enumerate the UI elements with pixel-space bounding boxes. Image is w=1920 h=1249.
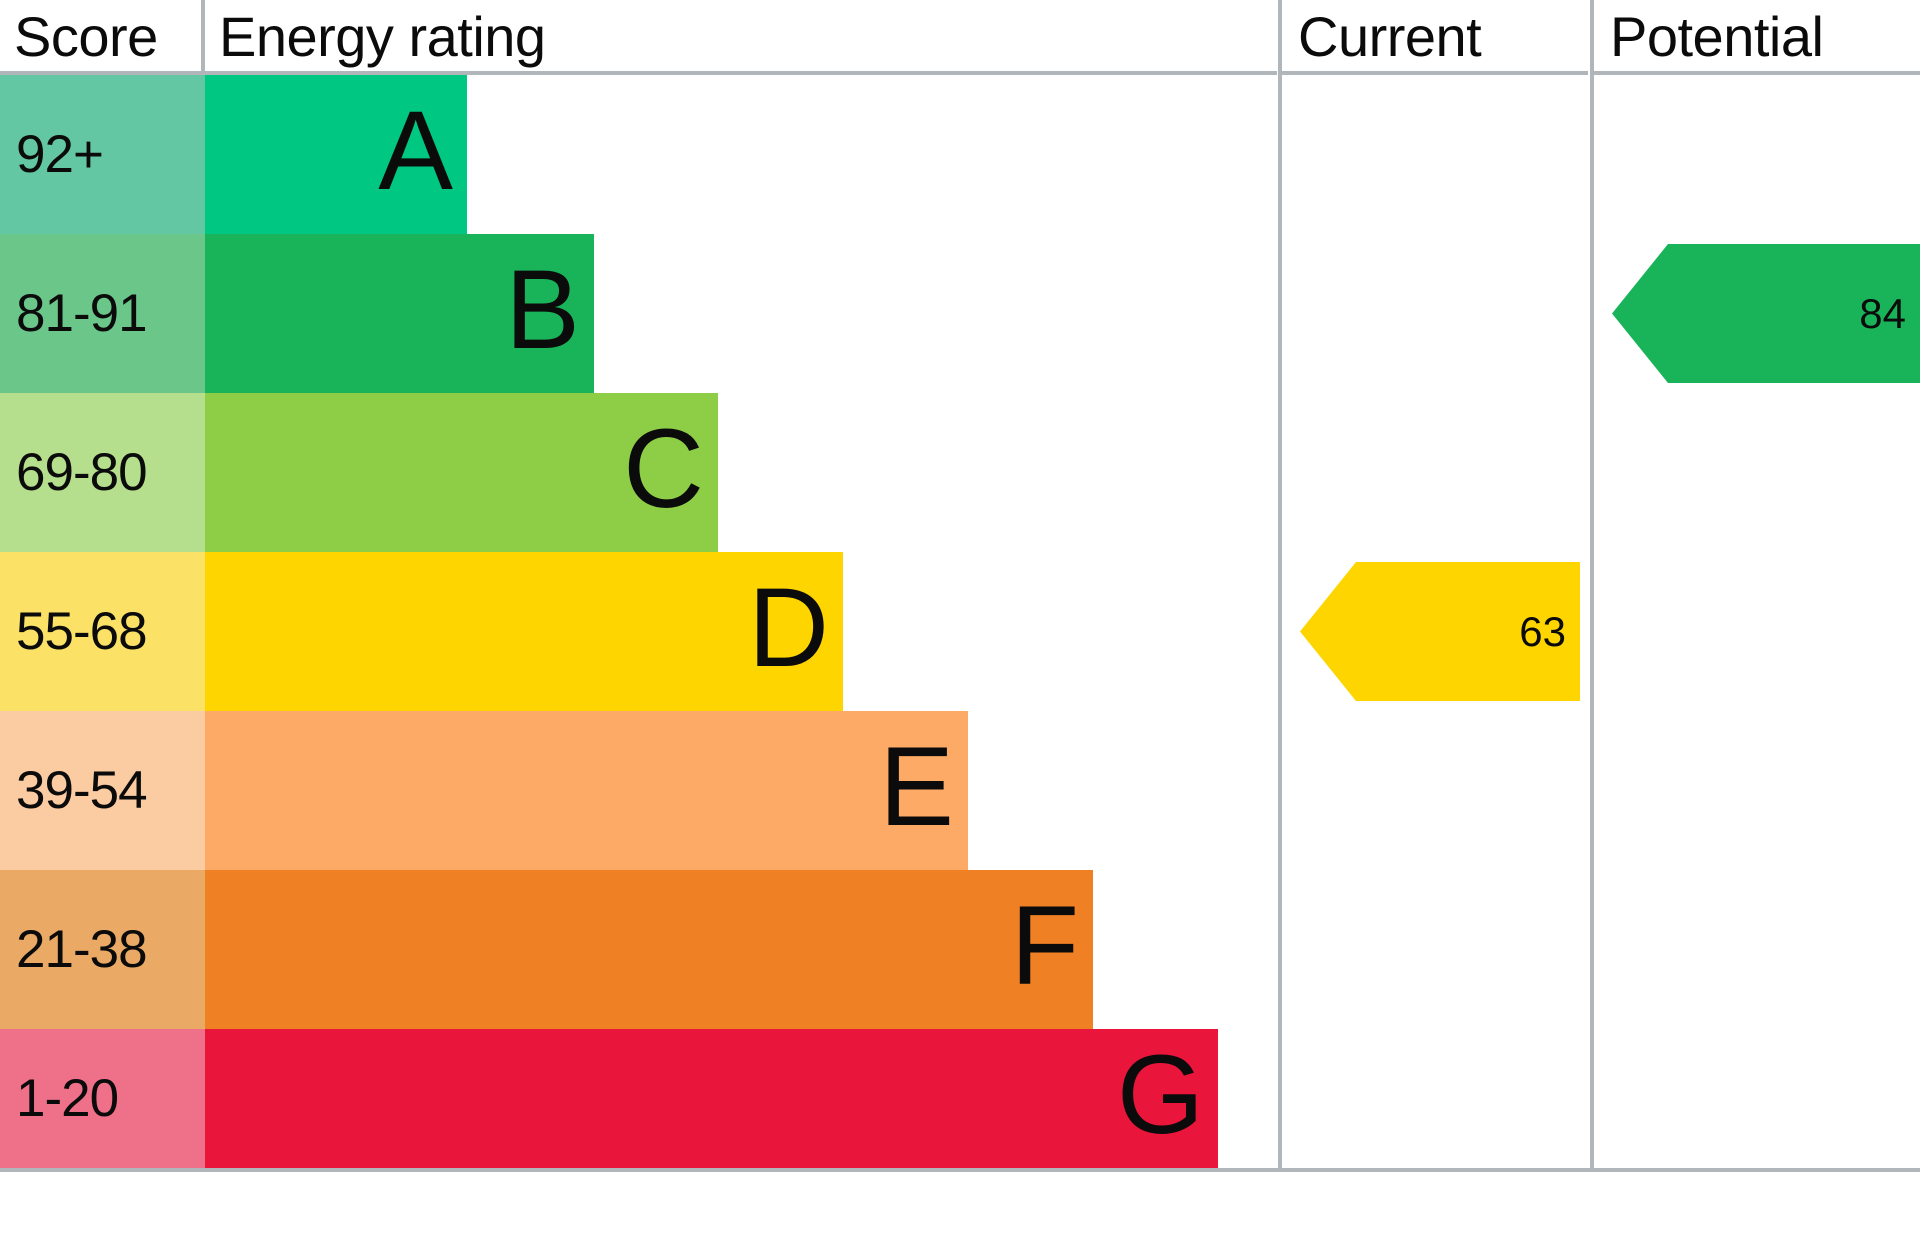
rating-bar-d: D bbox=[205, 552, 843, 711]
rating-letter-label: E bbox=[879, 723, 954, 849]
score-cell-g: 1-20 bbox=[0, 1029, 205, 1168]
rating-bar-b: B bbox=[205, 234, 594, 393]
score-range-label: 1-20 bbox=[16, 1069, 119, 1128]
column-header-energy-rating: Energy rating bbox=[219, 4, 546, 68]
score-cell-c: 69-80 bbox=[0, 393, 205, 552]
rating-letter-label: C bbox=[623, 405, 704, 531]
potential-rating-value: 84 bbox=[1859, 289, 1906, 337]
score-range-label: 55-68 bbox=[16, 602, 148, 661]
score-cell-e: 39-54 bbox=[0, 711, 205, 870]
score-range-label: 39-54 bbox=[16, 761, 148, 820]
column-header-score: Score bbox=[14, 4, 158, 68]
rating-letter-label: F bbox=[1010, 882, 1079, 1008]
divider-current-potential bbox=[1590, 0, 1594, 1168]
current-rating-value: 63 bbox=[1519, 607, 1566, 655]
score-range-label: 21-38 bbox=[16, 920, 148, 979]
rating-bar-e: E bbox=[205, 711, 968, 870]
score-range-label: 81-91 bbox=[16, 284, 148, 343]
column-header-potential: Potential bbox=[1610, 4, 1824, 68]
header-bottom-rule-potential bbox=[1594, 71, 1920, 75]
column-header-current: Current bbox=[1298, 4, 1482, 68]
score-cell-f: 21-38 bbox=[0, 870, 205, 1029]
rating-bar-c: C bbox=[205, 393, 718, 552]
rating-letter-label: A bbox=[378, 87, 453, 213]
rating-bar-f: F bbox=[205, 870, 1093, 1029]
divider-score-rating bbox=[201, 0, 205, 71]
current-rating-arrow: 63 bbox=[1300, 562, 1580, 701]
score-cell-b: 81-91 bbox=[0, 234, 205, 393]
rating-letter-label: G bbox=[1116, 1031, 1204, 1157]
potential-rating-arrow: 84 bbox=[1612, 244, 1920, 383]
header-bottom-rule bbox=[0, 71, 1277, 75]
divider-rating-current bbox=[1278, 0, 1282, 1168]
rating-letter-label: B bbox=[505, 246, 580, 372]
rating-bar-g: G bbox=[205, 1029, 1218, 1168]
score-range-label: 92+ bbox=[16, 125, 104, 184]
score-cell-a: 92+ bbox=[0, 75, 205, 234]
rating-bar-a: A bbox=[205, 75, 467, 234]
header-bottom-rule-current bbox=[1282, 71, 1588, 75]
score-range-label: 69-80 bbox=[16, 443, 148, 502]
table-bottom-rule bbox=[0, 1168, 1920, 1172]
score-cell-d: 55-68 bbox=[0, 552, 205, 711]
rating-letter-label: D bbox=[748, 564, 829, 690]
